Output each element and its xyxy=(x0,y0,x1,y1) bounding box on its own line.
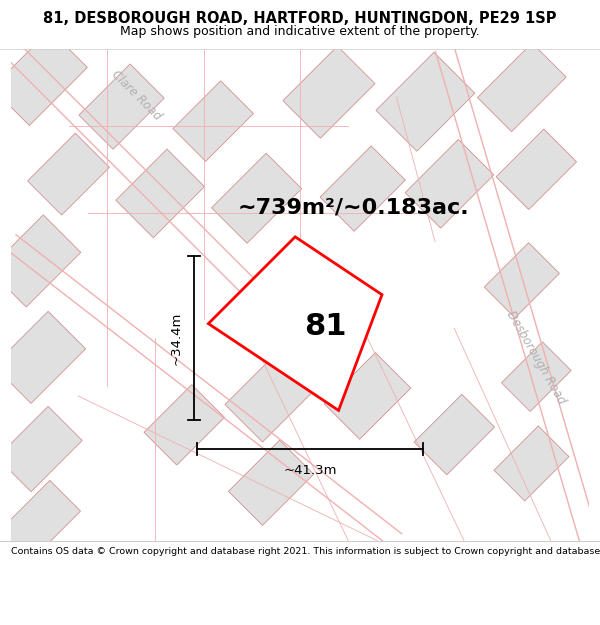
Polygon shape xyxy=(494,426,569,501)
Polygon shape xyxy=(405,139,494,228)
Polygon shape xyxy=(225,350,317,442)
Text: Map shows position and indicative extent of the property.: Map shows position and indicative extent… xyxy=(120,25,480,38)
Text: Clare Road: Clare Road xyxy=(109,68,164,122)
Text: ~739m²/~0.183ac.: ~739m²/~0.183ac. xyxy=(238,198,469,218)
Polygon shape xyxy=(79,64,164,149)
Text: ~41.3m: ~41.3m xyxy=(283,464,337,477)
Text: 81: 81 xyxy=(304,311,347,341)
Polygon shape xyxy=(173,81,253,161)
Polygon shape xyxy=(0,30,88,126)
Polygon shape xyxy=(28,133,109,215)
Polygon shape xyxy=(324,352,411,439)
Polygon shape xyxy=(478,43,566,132)
Polygon shape xyxy=(0,406,82,492)
Polygon shape xyxy=(414,394,494,475)
Polygon shape xyxy=(484,242,559,318)
Text: Desborough Road: Desborough Road xyxy=(504,308,568,406)
Polygon shape xyxy=(0,311,86,403)
Polygon shape xyxy=(0,481,80,562)
Polygon shape xyxy=(208,237,382,411)
Polygon shape xyxy=(229,440,314,526)
Polygon shape xyxy=(496,129,577,209)
Polygon shape xyxy=(144,384,224,465)
Text: ~34.4m: ~34.4m xyxy=(170,311,183,365)
Text: Contains OS data © Crown copyright and database right 2021. This information is : Contains OS data © Crown copyright and d… xyxy=(11,546,600,556)
Text: 81, DESBOROUGH ROAD, HARTFORD, HUNTINGDON, PE29 1SP: 81, DESBOROUGH ROAD, HARTFORD, HUNTINGDO… xyxy=(43,11,557,26)
Polygon shape xyxy=(502,342,571,411)
Polygon shape xyxy=(212,153,302,243)
Polygon shape xyxy=(0,215,81,307)
Polygon shape xyxy=(116,149,205,238)
Polygon shape xyxy=(320,146,406,231)
Polygon shape xyxy=(376,52,475,151)
Polygon shape xyxy=(283,46,375,138)
